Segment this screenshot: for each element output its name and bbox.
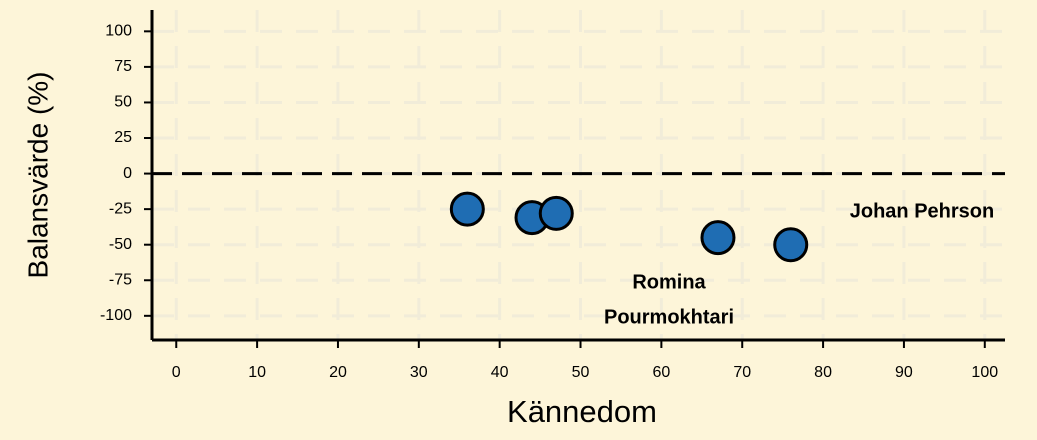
point — [449, 191, 485, 227]
x-tick-label: 30 — [410, 364, 428, 381]
y-tick-label: -75 — [109, 271, 132, 288]
annotation: Johan Pehrson — [850, 200, 994, 222]
y-tick-label: -100 — [100, 307, 132, 324]
y-tick-label: -50 — [109, 236, 132, 253]
y-tick-label: 25 — [114, 129, 132, 146]
annotation: Pourmokhtari — [604, 306, 734, 328]
y-tick-label: 0 — [123, 165, 132, 182]
x-tick-label: 100 — [971, 364, 998, 381]
point — [773, 227, 809, 263]
y-tick-label: 50 — [114, 94, 132, 111]
x-tick-label: 80 — [814, 364, 832, 381]
point — [538, 195, 574, 231]
x-tick-label: 10 — [248, 364, 266, 381]
x-axis-label: Kännedom — [507, 394, 657, 429]
point — [700, 220, 736, 256]
x-tick-label: 60 — [652, 364, 670, 381]
y-tick-label: 100 — [105, 23, 132, 40]
x-tick-label: 90 — [895, 364, 913, 381]
x-tick-label: 20 — [329, 364, 347, 381]
x-tick-label: 40 — [491, 364, 509, 381]
x-tick-label: 0 — [172, 364, 181, 381]
x-tick-label: 70 — [733, 364, 751, 381]
y-tick-label: -25 — [109, 200, 132, 217]
x-tick-label: 50 — [572, 364, 590, 381]
annotation: Romina — [632, 271, 706, 293]
y-axis-label: Balansvärde (%) — [22, 72, 53, 279]
y-tick-label: 75 — [114, 58, 132, 75]
